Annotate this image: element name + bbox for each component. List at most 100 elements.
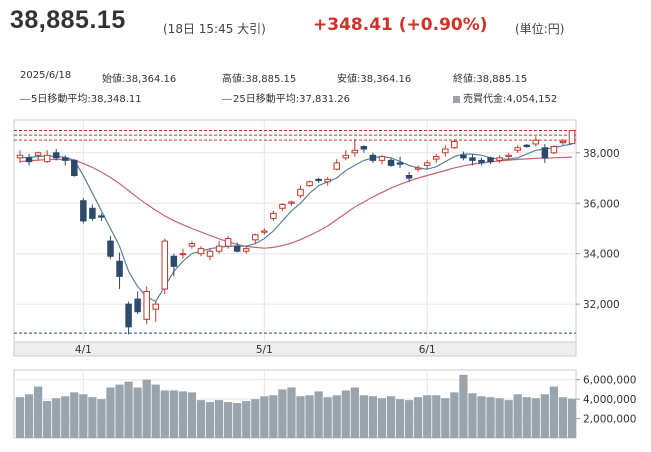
volume-bar bbox=[477, 396, 486, 438]
volume-bar bbox=[187, 392, 197, 438]
date-tick-label: 6/1 bbox=[419, 344, 436, 356]
candle-down bbox=[170, 255, 178, 267]
low-label: 安値 bbox=[337, 74, 357, 85]
candle-down bbox=[396, 162, 404, 165]
volume-bar bbox=[423, 395, 432, 438]
ma5-value: 38,348.11 bbox=[90, 94, 142, 105]
volume-bar bbox=[486, 397, 495, 438]
candle-down bbox=[98, 215, 105, 218]
volume-bar bbox=[459, 374, 468, 438]
info-close: 終値:38,885.15 bbox=[453, 74, 528, 85]
low-value: 38,364.16 bbox=[360, 74, 412, 85]
candle-down bbox=[487, 157, 494, 163]
candle-up bbox=[188, 243, 196, 247]
candle-up bbox=[559, 140, 567, 144]
candle-up bbox=[143, 291, 150, 320]
candle-down bbox=[125, 303, 132, 328]
open-value: 38,364.16 bbox=[125, 74, 177, 85]
info-open: 始値:38,364.16 bbox=[102, 74, 177, 85]
volume-bar bbox=[495, 398, 504, 438]
candle-up bbox=[451, 140, 458, 149]
ma25-value: 37,831.26 bbox=[299, 94, 351, 105]
volume-bar bbox=[278, 389, 287, 438]
candle-up bbox=[433, 156, 440, 160]
volume-bar bbox=[414, 397, 423, 438]
candle-down bbox=[523, 144, 531, 147]
volume-bar bbox=[287, 387, 296, 438]
candle-down bbox=[315, 178, 322, 182]
candle-up bbox=[514, 147, 521, 151]
ma5-legend-dash: ― bbox=[20, 94, 30, 105]
candle-down bbox=[134, 298, 141, 313]
candle-up bbox=[532, 139, 540, 145]
info-high: 高値:38,885.15 bbox=[222, 74, 297, 85]
candle-up bbox=[351, 149, 359, 154]
volume-bar bbox=[133, 387, 142, 438]
candle-up bbox=[252, 234, 259, 241]
volume-bar bbox=[432, 395, 441, 438]
volume-bar bbox=[314, 391, 323, 438]
close-value: 38,885.15 bbox=[476, 74, 528, 85]
volume-bar bbox=[395, 399, 405, 438]
price-change: +348.41 (+0.90%) bbox=[313, 15, 488, 35]
candle-down bbox=[469, 157, 476, 161]
date-strip bbox=[13, 341, 577, 357]
volume-value: 4,054,152 bbox=[506, 94, 558, 105]
price-tick-label: 36,000 bbox=[583, 198, 620, 210]
candle-up bbox=[34, 152, 42, 156]
volume-bar bbox=[142, 379, 151, 438]
volume-bar bbox=[549, 386, 559, 438]
volume-bar bbox=[332, 395, 341, 438]
candle-up bbox=[423, 162, 431, 166]
candle-down bbox=[387, 159, 395, 166]
candle-down bbox=[52, 152, 60, 159]
volume-tick-label: 4,000,000 bbox=[583, 394, 636, 406]
volume-bar bbox=[61, 396, 70, 438]
volume-bar bbox=[242, 401, 251, 438]
volume-bar bbox=[558, 397, 568, 438]
candle-up bbox=[215, 245, 223, 252]
volume-bar bbox=[350, 387, 359, 438]
volume-bar bbox=[540, 394, 549, 438]
open-label: 始値 bbox=[102, 74, 122, 85]
volume-bar bbox=[178, 391, 188, 438]
candle-up bbox=[261, 230, 268, 233]
candle-down bbox=[80, 200, 87, 222]
volume-bar bbox=[269, 395, 278, 438]
candle-down bbox=[61, 157, 69, 161]
candle-up bbox=[550, 145, 558, 154]
volume-bar bbox=[33, 386, 43, 438]
volume-bar bbox=[450, 392, 459, 438]
info-volume: 売買代金:4,054,152 bbox=[453, 90, 557, 105]
candle-up bbox=[505, 154, 512, 158]
candle-up bbox=[161, 240, 169, 290]
candle-up bbox=[288, 201, 295, 204]
volume-bar bbox=[224, 402, 233, 438]
price-panel-frame bbox=[13, 119, 577, 343]
volume-bar bbox=[15, 397, 25, 438]
candle-up bbox=[297, 188, 304, 197]
volume-bar bbox=[43, 401, 52, 438]
candle-up bbox=[224, 238, 232, 247]
candle-up bbox=[206, 250, 214, 257]
volume-bar bbox=[106, 387, 115, 438]
candle-up bbox=[43, 154, 51, 163]
candle-up bbox=[270, 212, 277, 219]
volume-bar bbox=[233, 403, 242, 438]
candle-up bbox=[197, 248, 205, 255]
volume-label: 売買代金 bbox=[463, 94, 503, 105]
candle-up bbox=[324, 178, 331, 183]
candle-down bbox=[369, 154, 377, 161]
volume-bar bbox=[296, 396, 305, 438]
volume-bar bbox=[368, 396, 378, 438]
volume-bar bbox=[151, 384, 160, 438]
candle-down bbox=[478, 159, 485, 164]
date-tick-label: 5/1 bbox=[256, 344, 273, 356]
ma25-line bbox=[19, 156, 573, 249]
candle-up bbox=[414, 167, 422, 170]
candle-down bbox=[107, 240, 114, 257]
volume-bar bbox=[404, 400, 414, 438]
volume-bar bbox=[305, 395, 314, 438]
candle-up bbox=[152, 303, 159, 310]
volume-legend-swatch bbox=[453, 95, 460, 103]
